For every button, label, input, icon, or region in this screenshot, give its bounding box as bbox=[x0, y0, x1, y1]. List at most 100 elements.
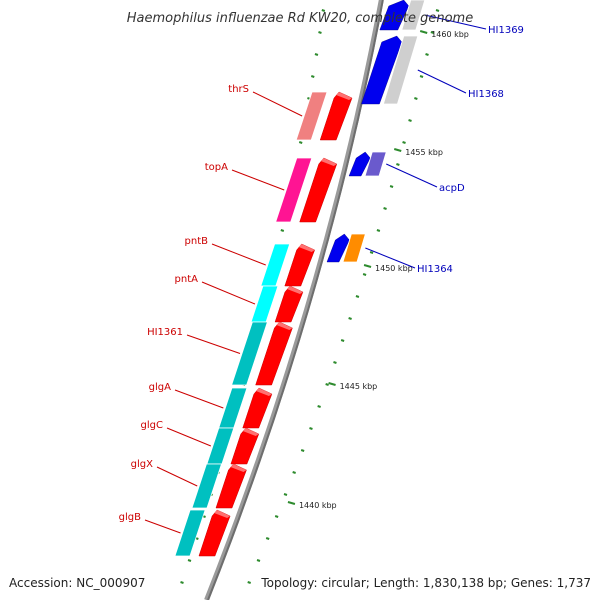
gene-leader-line bbox=[186, 334, 241, 354]
minor-tick bbox=[414, 97, 418, 100]
minor-tick bbox=[396, 163, 400, 166]
minor-tick bbox=[369, 251, 374, 254]
tick-label: 1440 kbp bbox=[299, 501, 337, 510]
gene-arrow[interactable] bbox=[348, 151, 371, 177]
gene-leader-line bbox=[252, 91, 303, 117]
minor-tick bbox=[333, 361, 337, 364]
minor-tick bbox=[355, 295, 360, 298]
gene-cog-box[interactable] bbox=[342, 233, 366, 263]
gene-label: pntB bbox=[185, 236, 209, 247]
gene-acpD[interactable] bbox=[348, 151, 387, 177]
gene-label: glgC bbox=[141, 420, 163, 431]
backbone-shadow bbox=[204, 0, 384, 600]
gene-label: HI1364 bbox=[417, 264, 453, 275]
gene-arrow-highlight bbox=[320, 158, 337, 166]
gene-arrow[interactable] bbox=[319, 91, 353, 141]
gene-arrow-highlight bbox=[286, 286, 303, 294]
minor-tick bbox=[247, 581, 252, 584]
gene-cog-box[interactable] bbox=[191, 463, 223, 509]
minor-tick bbox=[348, 317, 352, 320]
minor-tick bbox=[280, 229, 285, 232]
gene-HI1361[interactable] bbox=[231, 321, 293, 386]
gene-cog-box[interactable] bbox=[206, 427, 235, 465]
gene-leader-line bbox=[365, 247, 416, 269]
gene-thrS[interactable] bbox=[295, 91, 353, 141]
minor-tick bbox=[300, 449, 305, 452]
gene-cog-box[interactable] bbox=[275, 157, 313, 223]
gene-leader-line bbox=[211, 243, 266, 266]
gene-arrow-highlight bbox=[242, 428, 259, 436]
gene-cog-box[interactable] bbox=[364, 151, 387, 177]
gene-secondary-box bbox=[401, 0, 426, 31]
minor-tick bbox=[310, 75, 315, 78]
gene-glgX[interactable] bbox=[191, 463, 247, 509]
gene-label: glgA bbox=[149, 382, 171, 393]
minor-tick bbox=[340, 339, 345, 342]
gene-arrow-highlight bbox=[298, 244, 315, 252]
gene-pntB[interactable] bbox=[260, 243, 315, 287]
tick-label: 1450 kbp bbox=[375, 264, 413, 273]
gene-arrow[interactable] bbox=[299, 157, 338, 223]
major-tick bbox=[393, 148, 402, 152]
gene-cog-box[interactable] bbox=[250, 285, 279, 323]
gene-leader-line bbox=[144, 519, 181, 534]
tick-label: 1460 kbp bbox=[431, 30, 469, 39]
gene-pntA[interactable] bbox=[250, 285, 304, 323]
gene-leader-line bbox=[174, 389, 224, 409]
genes-layer bbox=[174, 0, 426, 557]
minor-tick bbox=[425, 53, 429, 56]
gene-label: glgB bbox=[119, 512, 141, 523]
gene-leader-line bbox=[201, 281, 256, 305]
gene-arrow-highlight bbox=[336, 92, 353, 100]
gene-label: HI1361 bbox=[147, 327, 183, 338]
gene-label: acpD bbox=[439, 183, 465, 194]
gene-label: pntA bbox=[175, 274, 199, 285]
tick-label: 1455 kbp bbox=[405, 148, 443, 157]
minor-tick bbox=[265, 537, 270, 540]
gene-glgA[interactable] bbox=[218, 387, 273, 429]
minor-tick bbox=[283, 493, 288, 496]
minor-tick bbox=[325, 383, 329, 386]
gene-HI1364[interactable] bbox=[326, 233, 366, 263]
backbone-line bbox=[207, 0, 384, 600]
gene-leader-line bbox=[231, 169, 285, 191]
gene-cog-box[interactable] bbox=[174, 509, 206, 557]
gene-glgC[interactable] bbox=[206, 427, 260, 465]
backbone-layer bbox=[204, 0, 384, 600]
gene-arrow[interactable] bbox=[255, 321, 293, 386]
minor-tick bbox=[419, 75, 424, 78]
gene-cog-box[interactable] bbox=[231, 321, 268, 386]
gene-arrow[interactable] bbox=[284, 243, 315, 287]
gene-label: glgX bbox=[131, 459, 153, 470]
minor-tick bbox=[292, 471, 296, 474]
gene-secondary-box bbox=[382, 35, 419, 105]
gene-cog-box[interactable] bbox=[295, 91, 328, 141]
gene-label: HI1369 bbox=[488, 25, 524, 36]
gene-arrow[interactable] bbox=[379, 0, 410, 31]
minor-tick bbox=[321, 9, 326, 12]
major-tick bbox=[328, 382, 336, 386]
map-title: Haemophilus influenzae Rd KW20, complete… bbox=[127, 11, 473, 26]
gene-arrow-highlight bbox=[255, 388, 272, 396]
minor-tick bbox=[317, 405, 321, 408]
minor-tick bbox=[435, 9, 440, 12]
gene-arrow[interactable] bbox=[274, 285, 304, 323]
gene-arrow[interactable] bbox=[361, 35, 403, 105]
gene-arrow[interactable] bbox=[242, 387, 273, 429]
gene-leader-line bbox=[386, 163, 438, 188]
major-tick bbox=[363, 264, 372, 268]
minor-tick bbox=[376, 229, 381, 232]
minor-tick bbox=[187, 559, 192, 562]
gene-arrow[interactable] bbox=[326, 233, 350, 263]
gene-glgB[interactable] bbox=[174, 509, 231, 557]
gene-label: thrS bbox=[228, 84, 249, 95]
labels-layer: thrS topA pntB pntA HI1361 glgA glgC glgX glgB HI… bbox=[119, 14, 524, 534]
gene-arrow-highlight bbox=[276, 322, 293, 330]
major-tick bbox=[287, 501, 296, 505]
minor-tick bbox=[309, 427, 313, 430]
gene-topA[interactable] bbox=[275, 157, 338, 223]
gene-arrow[interactable] bbox=[230, 427, 260, 465]
gene-label: topA bbox=[205, 162, 228, 173]
minor-tick bbox=[383, 207, 387, 210]
